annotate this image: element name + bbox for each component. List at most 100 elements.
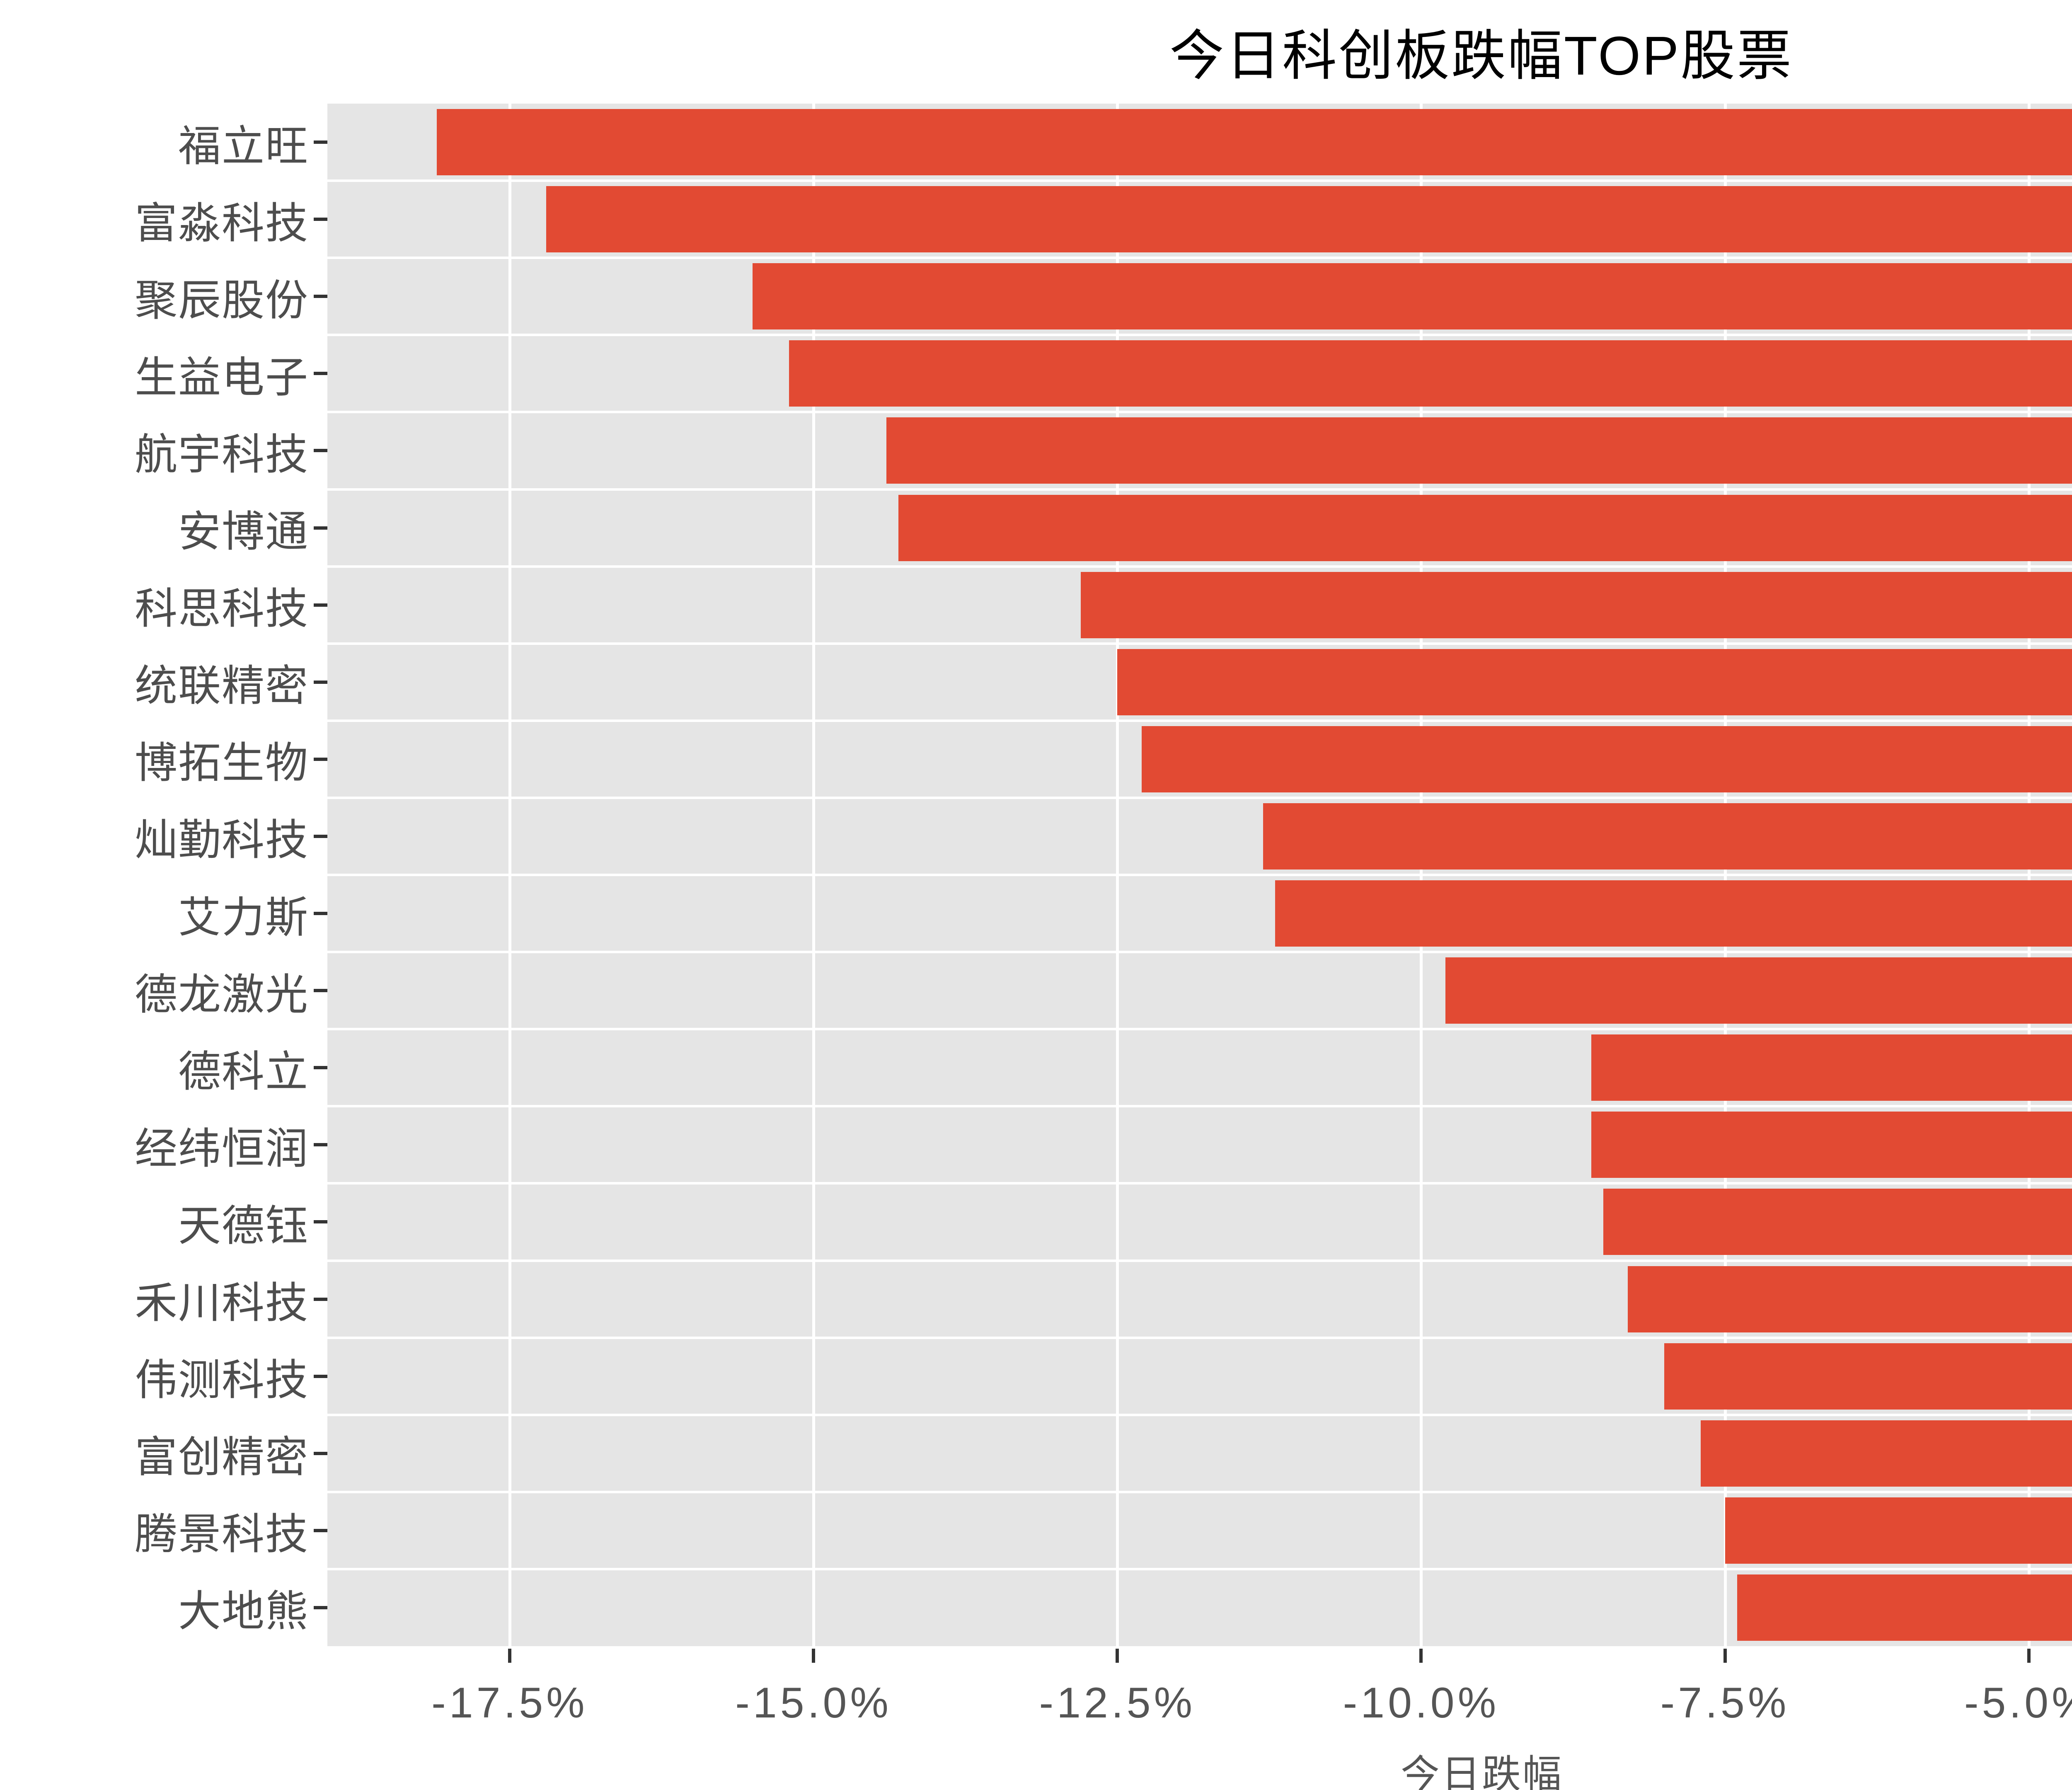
bar-经纬恒润 [1591, 1112, 2072, 1178]
bar-天德钰 [1603, 1189, 2072, 1255]
y-label-left: 福立旺 [178, 122, 309, 170]
y-tick-mark [314, 295, 327, 298]
bar-腾景科技 [1725, 1497, 2072, 1564]
plot-panel [327, 104, 2072, 1646]
y-label-left: 科思科技 [135, 585, 309, 633]
bar-大地熊 [1737, 1574, 2072, 1641]
y-tick-mark [314, 1220, 327, 1224]
y-tick-mark [314, 372, 327, 375]
x-tick-mark [1116, 1649, 1119, 1663]
y-tick-mark [314, 834, 327, 838]
y-tick-mark [314, 1374, 327, 1378]
gridline-horizontal [327, 1413, 2072, 1416]
y-tick-mark [314, 140, 327, 144]
gridline-vertical [1723, 104, 1727, 1646]
gridline-horizontal [327, 1259, 2072, 1262]
x-tick-mark [1419, 1649, 1423, 1663]
gridline-vertical [812, 104, 816, 1646]
x-tick-mark [812, 1649, 816, 1663]
y-label-left: 大地熊 [178, 1587, 309, 1635]
gridline-horizontal [327, 257, 2072, 259]
bar-富创精密 [1700, 1420, 2072, 1487]
x-tick-label: -15.0% [735, 1679, 892, 1727]
y-tick-mark [314, 680, 327, 684]
y-tick-mark [314, 603, 327, 607]
y-tick-mark [314, 526, 327, 530]
gridline-horizontal [327, 874, 2072, 876]
y-label-left: 灿勤科技 [135, 816, 309, 864]
x-tick-label: -17.5% [431, 1679, 588, 1727]
y-tick-mark [314, 449, 327, 453]
x-tick-label: -10.0% [1343, 1679, 1500, 1727]
gridline-horizontal [327, 642, 2072, 645]
y-tick-mark [314, 757, 327, 761]
bar-灿勤科技 [1263, 803, 2072, 870]
y-label-left: 德科立 [178, 1047, 309, 1095]
bar-富淼科技 [546, 186, 2072, 253]
y-label-left: 统联精密 [135, 662, 309, 710]
y-label-left: 博拓生物 [135, 739, 309, 787]
bar-生益电子 [789, 340, 2072, 407]
y-tick-mark [314, 912, 327, 916]
bar-德科立 [1591, 1034, 2072, 1101]
gridline-horizontal [327, 334, 2072, 337]
y-label-left: 禾川科技 [135, 1279, 309, 1327]
gridline-horizontal [327, 1105, 2072, 1108]
bar-福立旺 [436, 109, 2072, 176]
y-tick-mark [314, 1066, 327, 1070]
bar-艾力斯 [1275, 880, 2072, 947]
y-label-left: 富创精密 [135, 1433, 309, 1481]
x-axis-title: 今日跌幅 [1400, 1752, 1563, 1790]
gridline-horizontal [327, 411, 2072, 414]
gridline-horizontal [327, 1567, 2072, 1570]
gridline-horizontal [327, 1028, 2072, 1031]
gridline-horizontal [327, 796, 2072, 799]
bar-禾川科技 [1627, 1266, 2072, 1332]
y-tick-mark [314, 1606, 327, 1609]
x-tick-label: -5.0% [1964, 1679, 2072, 1727]
y-label-left: 聚辰股份 [135, 276, 309, 324]
gridline-vertical [2027, 104, 2031, 1646]
y-label-left: 航宇科技 [135, 430, 309, 478]
y-label-left: 富淼科技 [135, 199, 309, 247]
gridline-horizontal [327, 488, 2072, 491]
y-label-left: 天德钰 [178, 1201, 309, 1250]
x-tick-mark [508, 1649, 511, 1663]
y-tick-mark [314, 1528, 327, 1532]
bar-航宇科技 [886, 417, 2072, 484]
y-tick-mark [314, 218, 327, 221]
x-tick-mark [2027, 1649, 2031, 1663]
gridline-horizontal [327, 1336, 2072, 1339]
bar-博拓生物 [1141, 726, 2072, 792]
gridline-horizontal [327, 179, 2072, 182]
bar-聚辰股份 [753, 263, 2072, 330]
y-tick-mark [314, 1451, 327, 1455]
y-label-left: 艾力斯 [178, 893, 309, 941]
bar-科思科技 [1081, 572, 2072, 638]
gridline-vertical [508, 104, 511, 1646]
gridline-horizontal [327, 719, 2072, 722]
y-label-left: 生益电子 [135, 353, 309, 401]
y-label-left: 腾景科技 [135, 1510, 309, 1558]
bar-伟测科技 [1664, 1343, 2072, 1410]
gridline-vertical [1420, 104, 1423, 1646]
gridline-horizontal [327, 1182, 2072, 1185]
gridline-horizontal [327, 1490, 2072, 1493]
bar-德龙激光 [1445, 957, 2072, 1024]
y-label-left: 德龙激光 [135, 970, 309, 1018]
x-tick-label: -7.5% [1660, 1679, 1790, 1727]
y-tick-mark [314, 1143, 327, 1147]
y-label-left: 安博通 [178, 508, 309, 556]
y-tick-mark [314, 1297, 327, 1301]
y-label-left: 伟测科技 [135, 1356, 309, 1404]
chart-title: 今日科创板跌幅TOP股票 [1169, 25, 1793, 86]
bar-安博通 [898, 494, 2072, 561]
gridline-vertical [1116, 104, 1119, 1646]
y-label-left: 经纬恒润 [135, 1124, 309, 1172]
x-tick-mark [1723, 1649, 1727, 1663]
x-tick-label: -12.5% [1039, 1679, 1196, 1727]
gridline-horizontal [327, 565, 2072, 568]
bar-统联精密 [1117, 649, 2072, 715]
gridline-horizontal [327, 951, 2072, 954]
